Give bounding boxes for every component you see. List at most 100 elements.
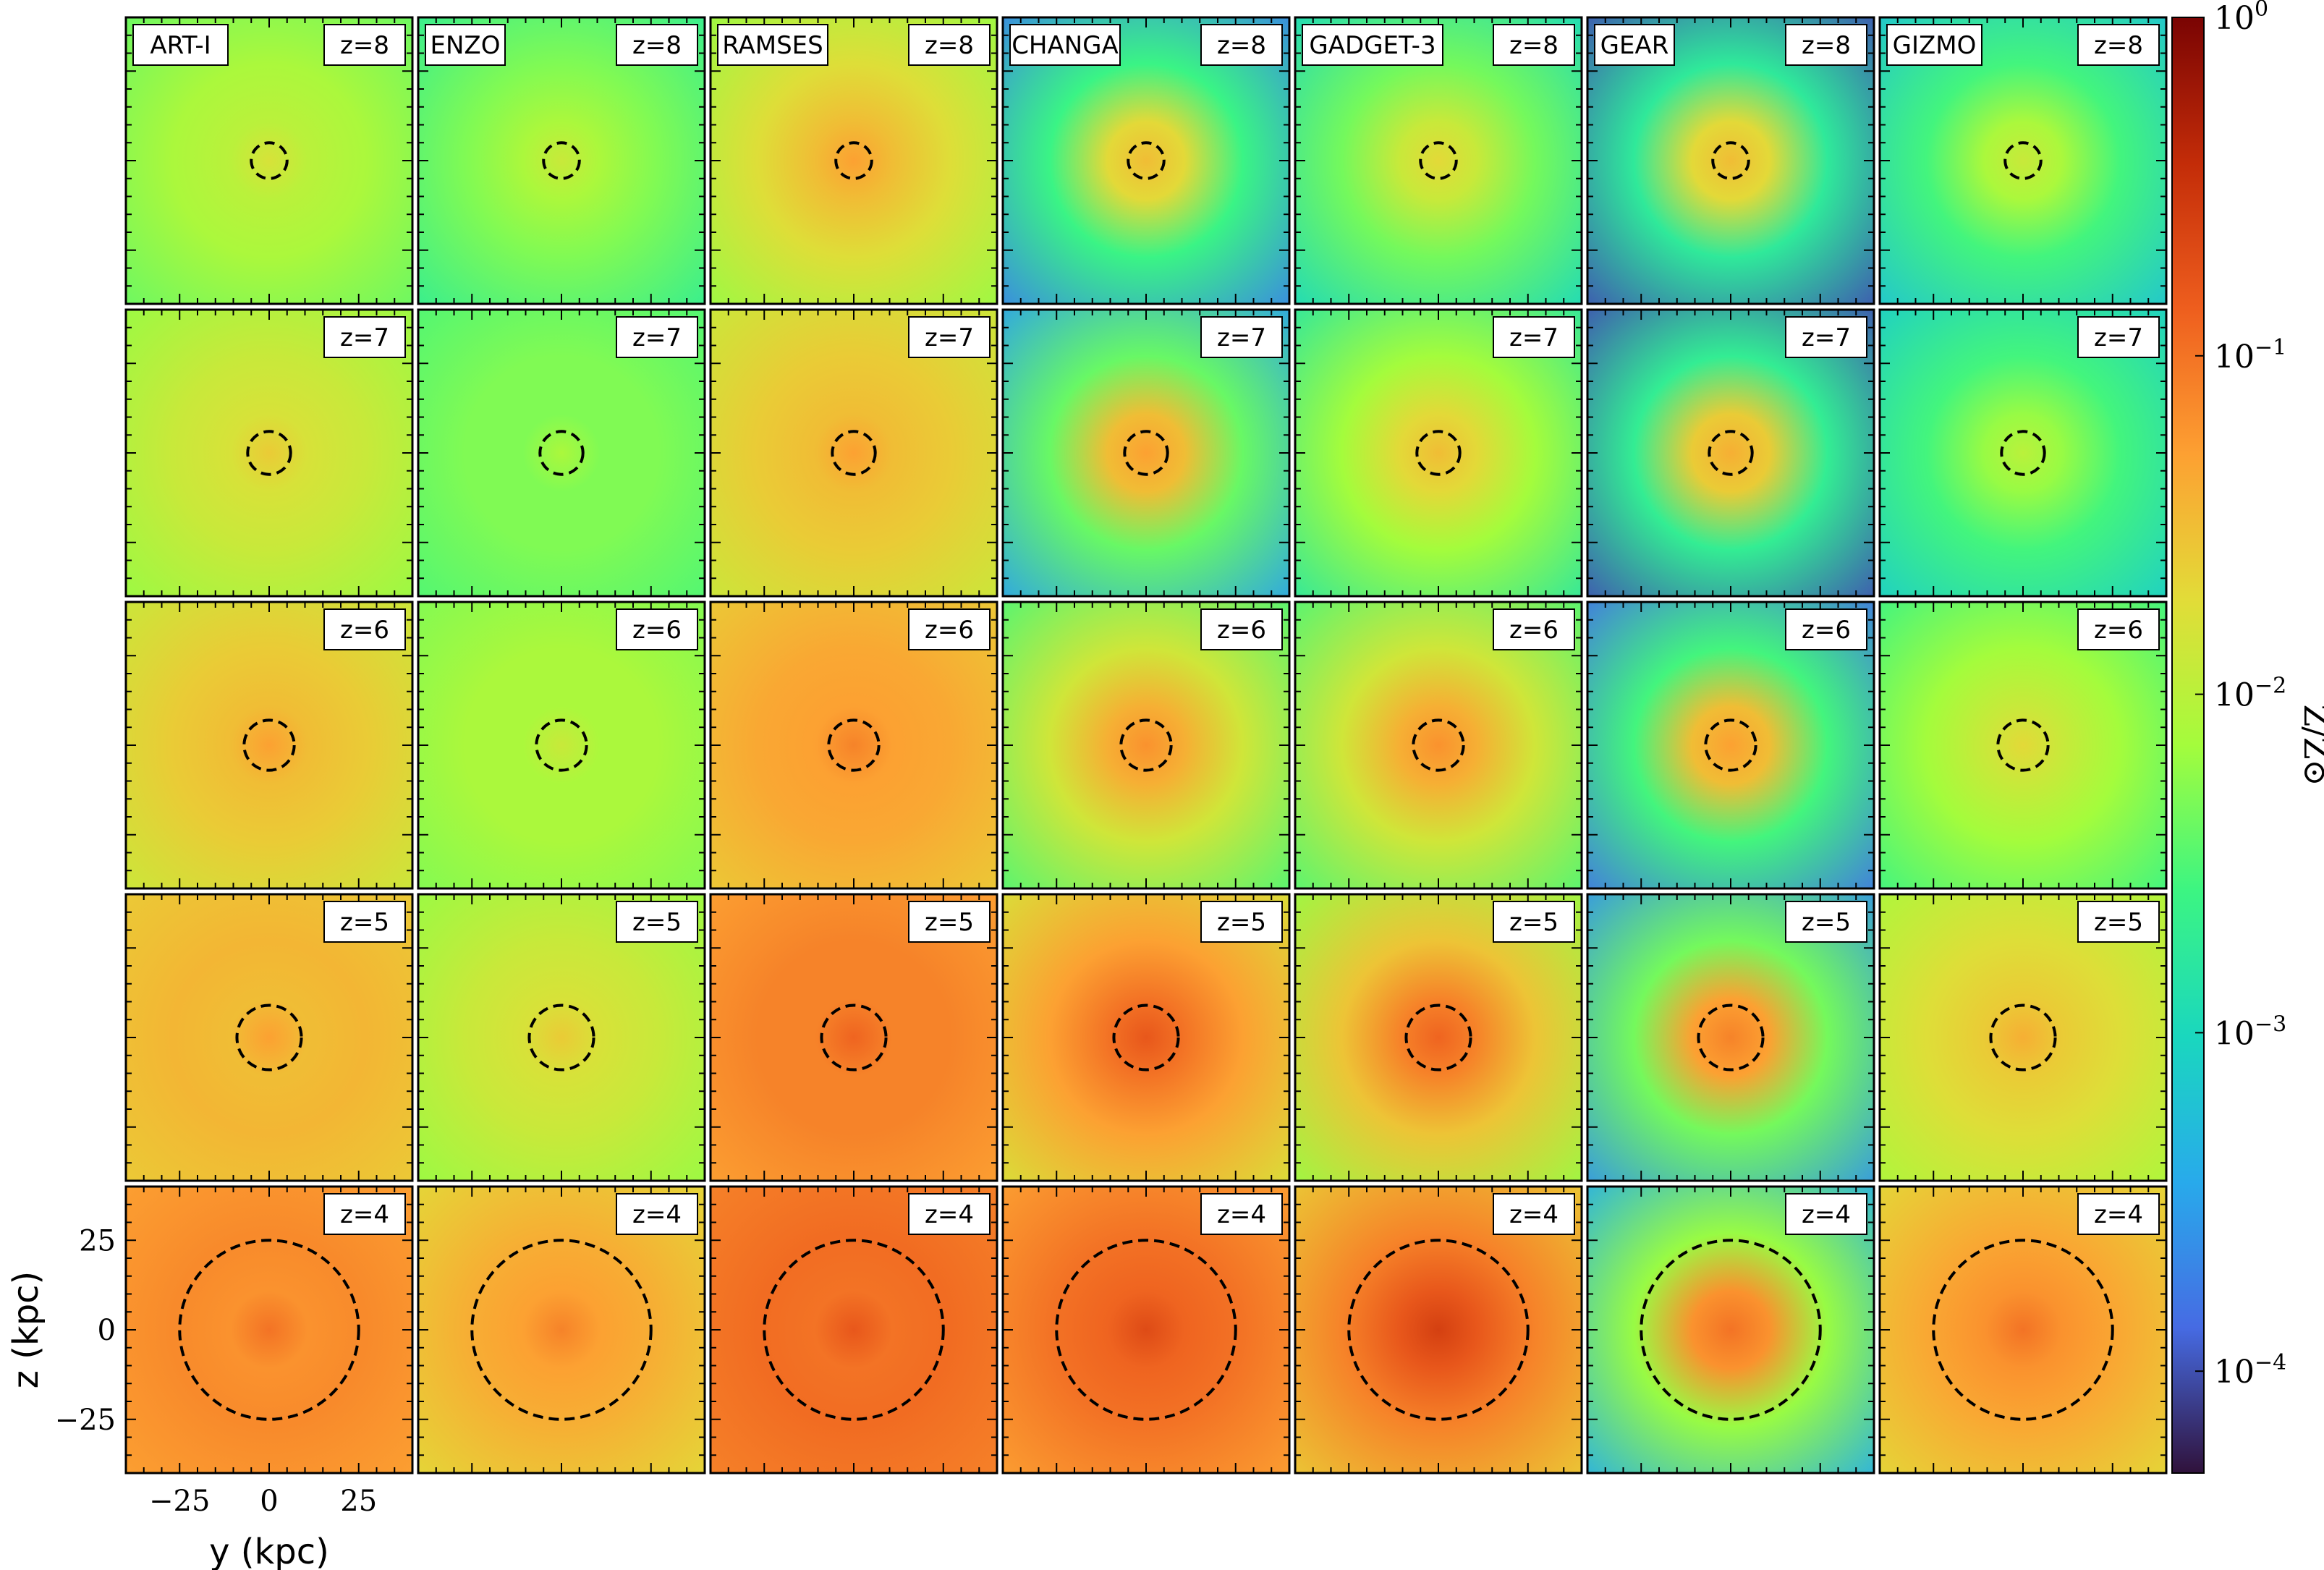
redshift-label-box bbox=[1200, 608, 1283, 650]
virial-radius-circle bbox=[2003, 141, 2043, 180]
redshift-label: z=5 bbox=[1802, 908, 1851, 937]
redshift-label-box bbox=[1785, 901, 1867, 943]
panel-ramses-z8: z=8 RAMSES bbox=[709, 16, 998, 305]
redshift-label: z=5 bbox=[925, 908, 974, 937]
redshift-label-box bbox=[323, 608, 406, 650]
redshift-label-box bbox=[908, 608, 991, 650]
colorbar-tick-label: 10−1 bbox=[2214, 335, 2286, 375]
redshift-label: z=6 bbox=[632, 616, 682, 645]
panel-ticks bbox=[711, 1187, 997, 1473]
panel-enzo-z8: z=8 ENZO bbox=[417, 16, 706, 305]
virial-radius-circle bbox=[820, 1003, 888, 1072]
panel-ticks bbox=[1295, 894, 1582, 1181]
panel-ticks bbox=[418, 602, 705, 888]
panel-gizmo-z6: z=6 bbox=[1878, 601, 2168, 890]
redshift-label-box bbox=[908, 901, 991, 943]
virial-radius-circle bbox=[1996, 718, 2050, 772]
virial-radius-circle bbox=[1711, 141, 1750, 180]
redshift-label: z=8 bbox=[1802, 31, 1851, 60]
panel-changa-z6: z=6 bbox=[1001, 601, 1291, 890]
redshift-label: z=6 bbox=[1217, 616, 1266, 645]
panel-art-i-z7: z=7 bbox=[124, 308, 414, 598]
virial-radius-circle bbox=[527, 1003, 595, 1072]
panel-ticks bbox=[1003, 602, 1289, 888]
colorbar-label: Z/Z⊙ bbox=[2297, 705, 2324, 786]
panel-ticks bbox=[1880, 602, 2166, 888]
virial-radius-circle bbox=[542, 141, 581, 180]
code-label-box bbox=[1886, 24, 1982, 66]
redshift-label: z=4 bbox=[340, 1200, 389, 1229]
code-label-box bbox=[1009, 24, 1121, 66]
panel-ticks bbox=[126, 894, 412, 1181]
virial-radius-circle bbox=[535, 718, 588, 772]
code-label: ENZO bbox=[431, 31, 501, 60]
panel-art-i-z6: z=6 bbox=[124, 601, 414, 890]
panel-enzo-z7: z=7 bbox=[417, 308, 706, 598]
colorbar: 100 10−1 10−2 10−3 10−4 Z/Z⊙ bbox=[2171, 0, 2324, 1474]
panel-enzo-z4: z=4 bbox=[417, 1185, 706, 1474]
y-axis-label: z (kpc) bbox=[6, 1271, 46, 1389]
redshift-label-box bbox=[323, 901, 406, 943]
x-tick-label: 25 bbox=[340, 1485, 377, 1518]
redshift-label: z=5 bbox=[1509, 908, 1558, 937]
code-label: GEAR bbox=[1600, 31, 1669, 60]
panel-gizmo-z4: z=4 bbox=[1878, 1185, 2168, 1474]
redshift-label: z=8 bbox=[1217, 31, 1266, 60]
panel-changa-z4: z=4 bbox=[1001, 1185, 1291, 1474]
redshift-label: z=6 bbox=[925, 616, 974, 645]
redshift-label: z=5 bbox=[1217, 908, 1266, 937]
panel-ticks bbox=[1587, 1187, 1874, 1473]
redshift-label: z=8 bbox=[340, 31, 389, 60]
panel-changa-z7: z=7 bbox=[1001, 308, 1291, 598]
colorbar-gradient bbox=[2171, 17, 2205, 1474]
virial-radius-circle bbox=[827, 718, 881, 772]
panel-grid: z=8 ART-I z=8 ENZO z=8 RAMSES z=8 CHANGA z=8 GADG… bbox=[124, 16, 2168, 1474]
redshift-label-box bbox=[1493, 316, 1575, 358]
virial-radius-circle bbox=[1419, 141, 1458, 180]
virial-radius-circle bbox=[834, 141, 873, 180]
panel-gadget-3-z8: z=8 GADGET-3 bbox=[1294, 16, 1583, 305]
redshift-label: z=7 bbox=[1217, 323, 1266, 352]
panel-ticks bbox=[126, 602, 412, 888]
panel-art-i-z5: z=5 bbox=[124, 893, 414, 1182]
redshift-label-box bbox=[616, 1193, 698, 1235]
redshift-label-box bbox=[1785, 316, 1867, 358]
panel-ticks bbox=[418, 310, 705, 596]
redshift-label-box bbox=[1493, 608, 1575, 650]
panel-ticks bbox=[1587, 894, 1874, 1181]
colorbar-tick-label: 10−4 bbox=[2214, 1350, 2286, 1391]
redshift-label-box bbox=[616, 901, 698, 943]
redshift-label: z=8 bbox=[1509, 31, 1558, 60]
redshift-label-box bbox=[323, 24, 406, 66]
redshift-label: z=7 bbox=[1802, 323, 1851, 352]
redshift-label-box bbox=[2077, 901, 2160, 943]
code-label: GIZMO bbox=[1893, 31, 1977, 60]
virial-radius-circle bbox=[2000, 430, 2046, 476]
x-tick-label: 0 bbox=[260, 1485, 278, 1518]
virial-radius-circle bbox=[538, 430, 585, 476]
panel-ticks bbox=[1003, 17, 1289, 304]
virial-radius-circle bbox=[242, 718, 296, 772]
panel-ticks bbox=[418, 1187, 705, 1473]
virial-radius-circle bbox=[1415, 430, 1462, 476]
redshift-label: z=8 bbox=[925, 31, 974, 60]
code-label: CHANGA bbox=[1012, 31, 1119, 60]
redshift-label: z=7 bbox=[1509, 323, 1558, 352]
redshift-label: z=7 bbox=[925, 323, 974, 352]
redshift-label-box bbox=[1200, 316, 1283, 358]
panel-ramses-z4: z=4 bbox=[709, 1185, 998, 1474]
redshift-label: z=6 bbox=[340, 616, 389, 645]
panel-ticks bbox=[1880, 310, 2166, 596]
redshift-label-box bbox=[1200, 24, 1283, 66]
code-label-box bbox=[1302, 24, 1443, 66]
panel-ticks bbox=[711, 894, 997, 1181]
redshift-label: z=4 bbox=[1217, 1200, 1266, 1229]
redshift-label-box bbox=[908, 1193, 991, 1235]
redshift-label: z=4 bbox=[2094, 1200, 2143, 1229]
redshift-label-box bbox=[908, 24, 991, 66]
redshift-label: z=6 bbox=[1509, 616, 1558, 645]
panel-ticks bbox=[1295, 1187, 1582, 1473]
virial-radius-circle bbox=[250, 141, 289, 180]
panel-gear-z8: z=8 GEAR bbox=[1586, 16, 1875, 305]
